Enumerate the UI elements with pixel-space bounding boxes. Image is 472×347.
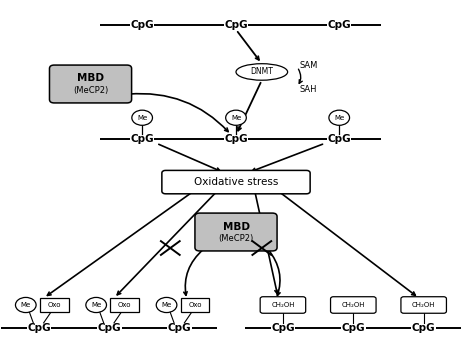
Circle shape (156, 297, 177, 313)
Circle shape (86, 297, 107, 313)
Text: CpG: CpG (168, 323, 192, 333)
FancyBboxPatch shape (40, 298, 69, 312)
Text: SAM: SAM (299, 61, 318, 69)
Text: CpG: CpG (412, 323, 436, 333)
Text: Oxo: Oxo (188, 302, 202, 308)
Text: CpG: CpG (224, 134, 248, 144)
FancyBboxPatch shape (330, 297, 376, 313)
Text: CpG: CpG (342, 323, 365, 333)
Text: CpG: CpG (27, 323, 51, 333)
Text: Me: Me (137, 115, 147, 121)
Text: (MeCP2): (MeCP2) (219, 234, 253, 243)
Text: DNMT: DNMT (250, 67, 273, 76)
Text: MBD: MBD (77, 74, 104, 84)
FancyBboxPatch shape (181, 298, 210, 312)
Text: Me: Me (334, 115, 345, 121)
Text: CpG: CpG (224, 20, 248, 31)
Text: MBD: MBD (222, 221, 250, 231)
Text: Me: Me (231, 115, 241, 121)
Text: SAH: SAH (299, 85, 317, 94)
FancyBboxPatch shape (162, 170, 310, 194)
Text: CpG: CpG (271, 323, 295, 333)
Text: (MeCP2): (MeCP2) (73, 86, 108, 95)
Text: Oxo: Oxo (118, 302, 132, 308)
Text: CpG: CpG (130, 134, 154, 144)
Text: CpG: CpG (130, 20, 154, 31)
Text: Me: Me (161, 302, 172, 308)
Circle shape (132, 110, 152, 125)
Text: CH₂OH: CH₂OH (271, 302, 295, 308)
Text: CpG: CpG (328, 134, 351, 144)
FancyBboxPatch shape (260, 297, 306, 313)
Ellipse shape (236, 64, 287, 80)
Text: CpG: CpG (328, 20, 351, 31)
FancyBboxPatch shape (110, 298, 139, 312)
Text: CH₂OH: CH₂OH (412, 302, 436, 308)
Text: Oxo: Oxo (48, 302, 61, 308)
FancyBboxPatch shape (195, 213, 277, 251)
Text: CH₂OH: CH₂OH (342, 302, 365, 308)
Text: CpG: CpG (98, 323, 121, 333)
Text: Oxidative stress: Oxidative stress (194, 177, 278, 187)
FancyBboxPatch shape (50, 65, 132, 103)
Circle shape (226, 110, 246, 125)
Text: Me: Me (21, 302, 31, 308)
Circle shape (16, 297, 36, 313)
Text: Me: Me (91, 302, 101, 308)
Circle shape (329, 110, 350, 125)
FancyBboxPatch shape (401, 297, 447, 313)
